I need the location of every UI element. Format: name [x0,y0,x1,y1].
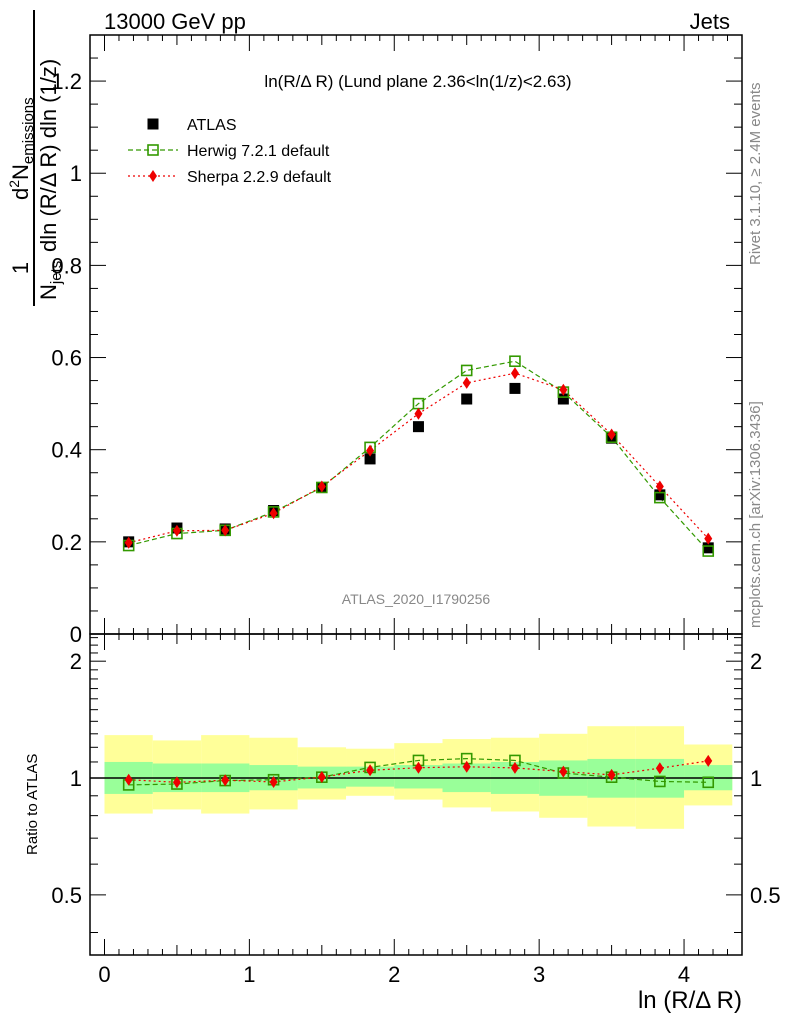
ratio-xtick-label-4: 4 [678,962,690,987]
main-point-atlas-8 [509,382,521,394]
ylabel-den-N: N [36,284,61,300]
header-left-label: 13000 GeV pp [104,9,246,34]
watermark-analysis-id: ATLAS_2020_I1790256 [342,591,491,607]
main-point-sherpa-2-2-9-default-10 [607,428,616,441]
main-point-sherpa-2-2-9-default-7 [462,376,471,389]
ratio-ytick-label-right-1: 1 [750,766,762,791]
ratio-ytick-label-left-1: 1 [70,766,82,791]
main-point-atlas-11 [654,489,666,501]
ratio-point-sherpa-2-2-9-default-3 [269,775,278,788]
ylabel-numerator: d2Nemissions [6,97,37,200]
ratio-point-sherpa-2-2-9-default-1 [172,776,181,789]
ratio-ytick-label-right-2: 2 [750,649,762,674]
main-point-atlas-9 [557,393,569,405]
main-point-sherpa-2-2-9-default-5 [366,444,375,457]
ratio-band-stat-bin-6 [394,765,443,789]
axis-ticks [90,34,742,955]
ylabel-num-sub: emissions [20,97,37,164]
main-point-sherpa-2-2-9-default-1 [172,524,181,537]
ratio-ytick-label-left-2: 2 [70,649,82,674]
legend-label-herwig-7-2-1-default: Herwig 7.2.1 default [187,143,330,160]
main-ytick-label-3: 0.6 [51,346,82,371]
main-point-sherpa-2-2-9-default-4 [317,480,326,493]
side-label-rivet: Rivet 3.1.10, ≥ 2.4M events [747,83,764,266]
ylabel-den-sub: jets [48,261,65,285]
ratio-point-sherpa-2-2-9-default-0 [124,773,133,786]
ratio-y-axis-label: Ratio to ATLAS [24,754,41,855]
ratio-xtick-label-1: 1 [243,962,255,987]
ylabel-denominator: dln (R/Δ R) dln (1/z) [36,59,61,252]
main-line-herwig-7-2-1-default [128,360,709,552]
ratio-point-sherpa-2-2-9-default-8 [510,761,519,774]
main-ytick-label-0: 0 [70,622,82,647]
main-point-atlas-5 [364,453,376,465]
legend-label-sherpa-2-2-9-default: Sherpa 2.2.9 default [187,169,332,186]
main-point-herwig-7-2-1-default-12 [702,545,715,557]
ylabel-num-d: d [8,188,33,200]
main-ytick-label-5: 1 [70,161,82,186]
legend-marker-sherpa-2-2-9-default [149,170,157,182]
main-point-herwig-7-2-1-default-8 [509,355,521,368]
main-point-sherpa-2-2-9-default-2 [221,524,230,537]
ratio-ytick-label-left-0: 0.5 [51,883,82,908]
legend: ATLAS Herwig 7.2.1 default Sherpa 2.2.9 de… [128,117,332,186]
ratio-point-sherpa-2-2-9-default-6 [414,761,423,774]
ratio-point-sherpa-2-2-9-default-7 [462,760,471,773]
main-point-atlas-7 [461,393,473,405]
ratio-point-sherpa-2-2-9-default-12 [704,754,713,767]
main-point-atlas-6 [412,421,424,433]
ratio-xtick-label-0: 0 [98,962,110,987]
main-ytick-label-1: 0.2 [51,530,82,555]
ratio-point-sherpa-2-2-9-default-5 [366,764,375,777]
ratio-point-sherpa-2-2-9-default-2 [221,774,230,787]
legend-marker-atlas [147,118,159,130]
main-point-atlas-12 [702,542,714,554]
ratio-point-sherpa-2-2-9-default-9 [559,765,568,778]
main-ytick-label-2: 0.4 [51,438,82,463]
main-point-sherpa-2-2-9-default-0 [124,536,133,549]
main-ytick-label-6: 1.2 [51,69,82,94]
ratio-xtick-label-3: 3 [533,962,545,987]
main-point-sherpa-2-2-9-default-12 [704,532,713,545]
axis-tick-labels: 0 0.2 0.4 0.6 0.8 1 1.2 0 1 2 3 4 0.5 0.5 1 1 2 2 [51,69,780,987]
side-label-mcplots: mcplots.cern.ch [arXiv:1306.3436] [747,401,764,628]
ylabel-num-sup: 2 [6,180,22,188]
main-point-sherpa-2-2-9-default-8 [510,367,519,380]
main-y-axis-label: 1 Njets dln (R/Δ R) dln (1/z) d2Nemissio… [6,10,65,306]
main-point-sherpa-2-2-9-default-11 [655,480,664,493]
legend-label-atlas: ATLAS [187,117,237,134]
ratio-ytick-label-right-0: 0.5 [750,883,781,908]
ratio-point-herwig-7-2-1-default-11 [654,775,666,788]
main-point-herwig-7-2-1-default-11 [654,491,666,504]
legend-marker-herwig-7-2-1-default [147,144,159,156]
ylabel-num-N: N [8,164,33,180]
ratio-point-sherpa-2-2-9-default-11 [655,762,664,775]
ratio-plot-frame [89,633,743,956]
ratio-point-sherpa-2-2-9-default-10 [607,768,616,781]
ylabel-fraction-one: 1 [8,262,33,274]
header-right-label: Jets [690,9,730,34]
main-point-herwig-7-2-1-default-7 [460,364,473,377]
plot-title: ln(R/Δ R) (Lund plane 2.36<ln(1/z)<2.63) [264,72,571,91]
ratio-point-sherpa-2-2-9-default-4 [317,771,326,784]
main-point-sherpa-2-2-9-default-6 [414,407,423,420]
ratio-xtick-label-2: 2 [388,962,400,987]
main-point-sherpa-2-2-9-default-9 [559,383,568,396]
x-axis-label: ln (R/Δ R) [638,987,742,1014]
main-ytick-label-4: 0.8 [51,253,82,278]
main-point-sherpa-2-2-9-default-3 [269,507,278,520]
ratio-point-herwig-7-2-1-default-12 [702,776,715,789]
ylabel-N: Njets [36,261,65,300]
series-markers [122,355,715,791]
